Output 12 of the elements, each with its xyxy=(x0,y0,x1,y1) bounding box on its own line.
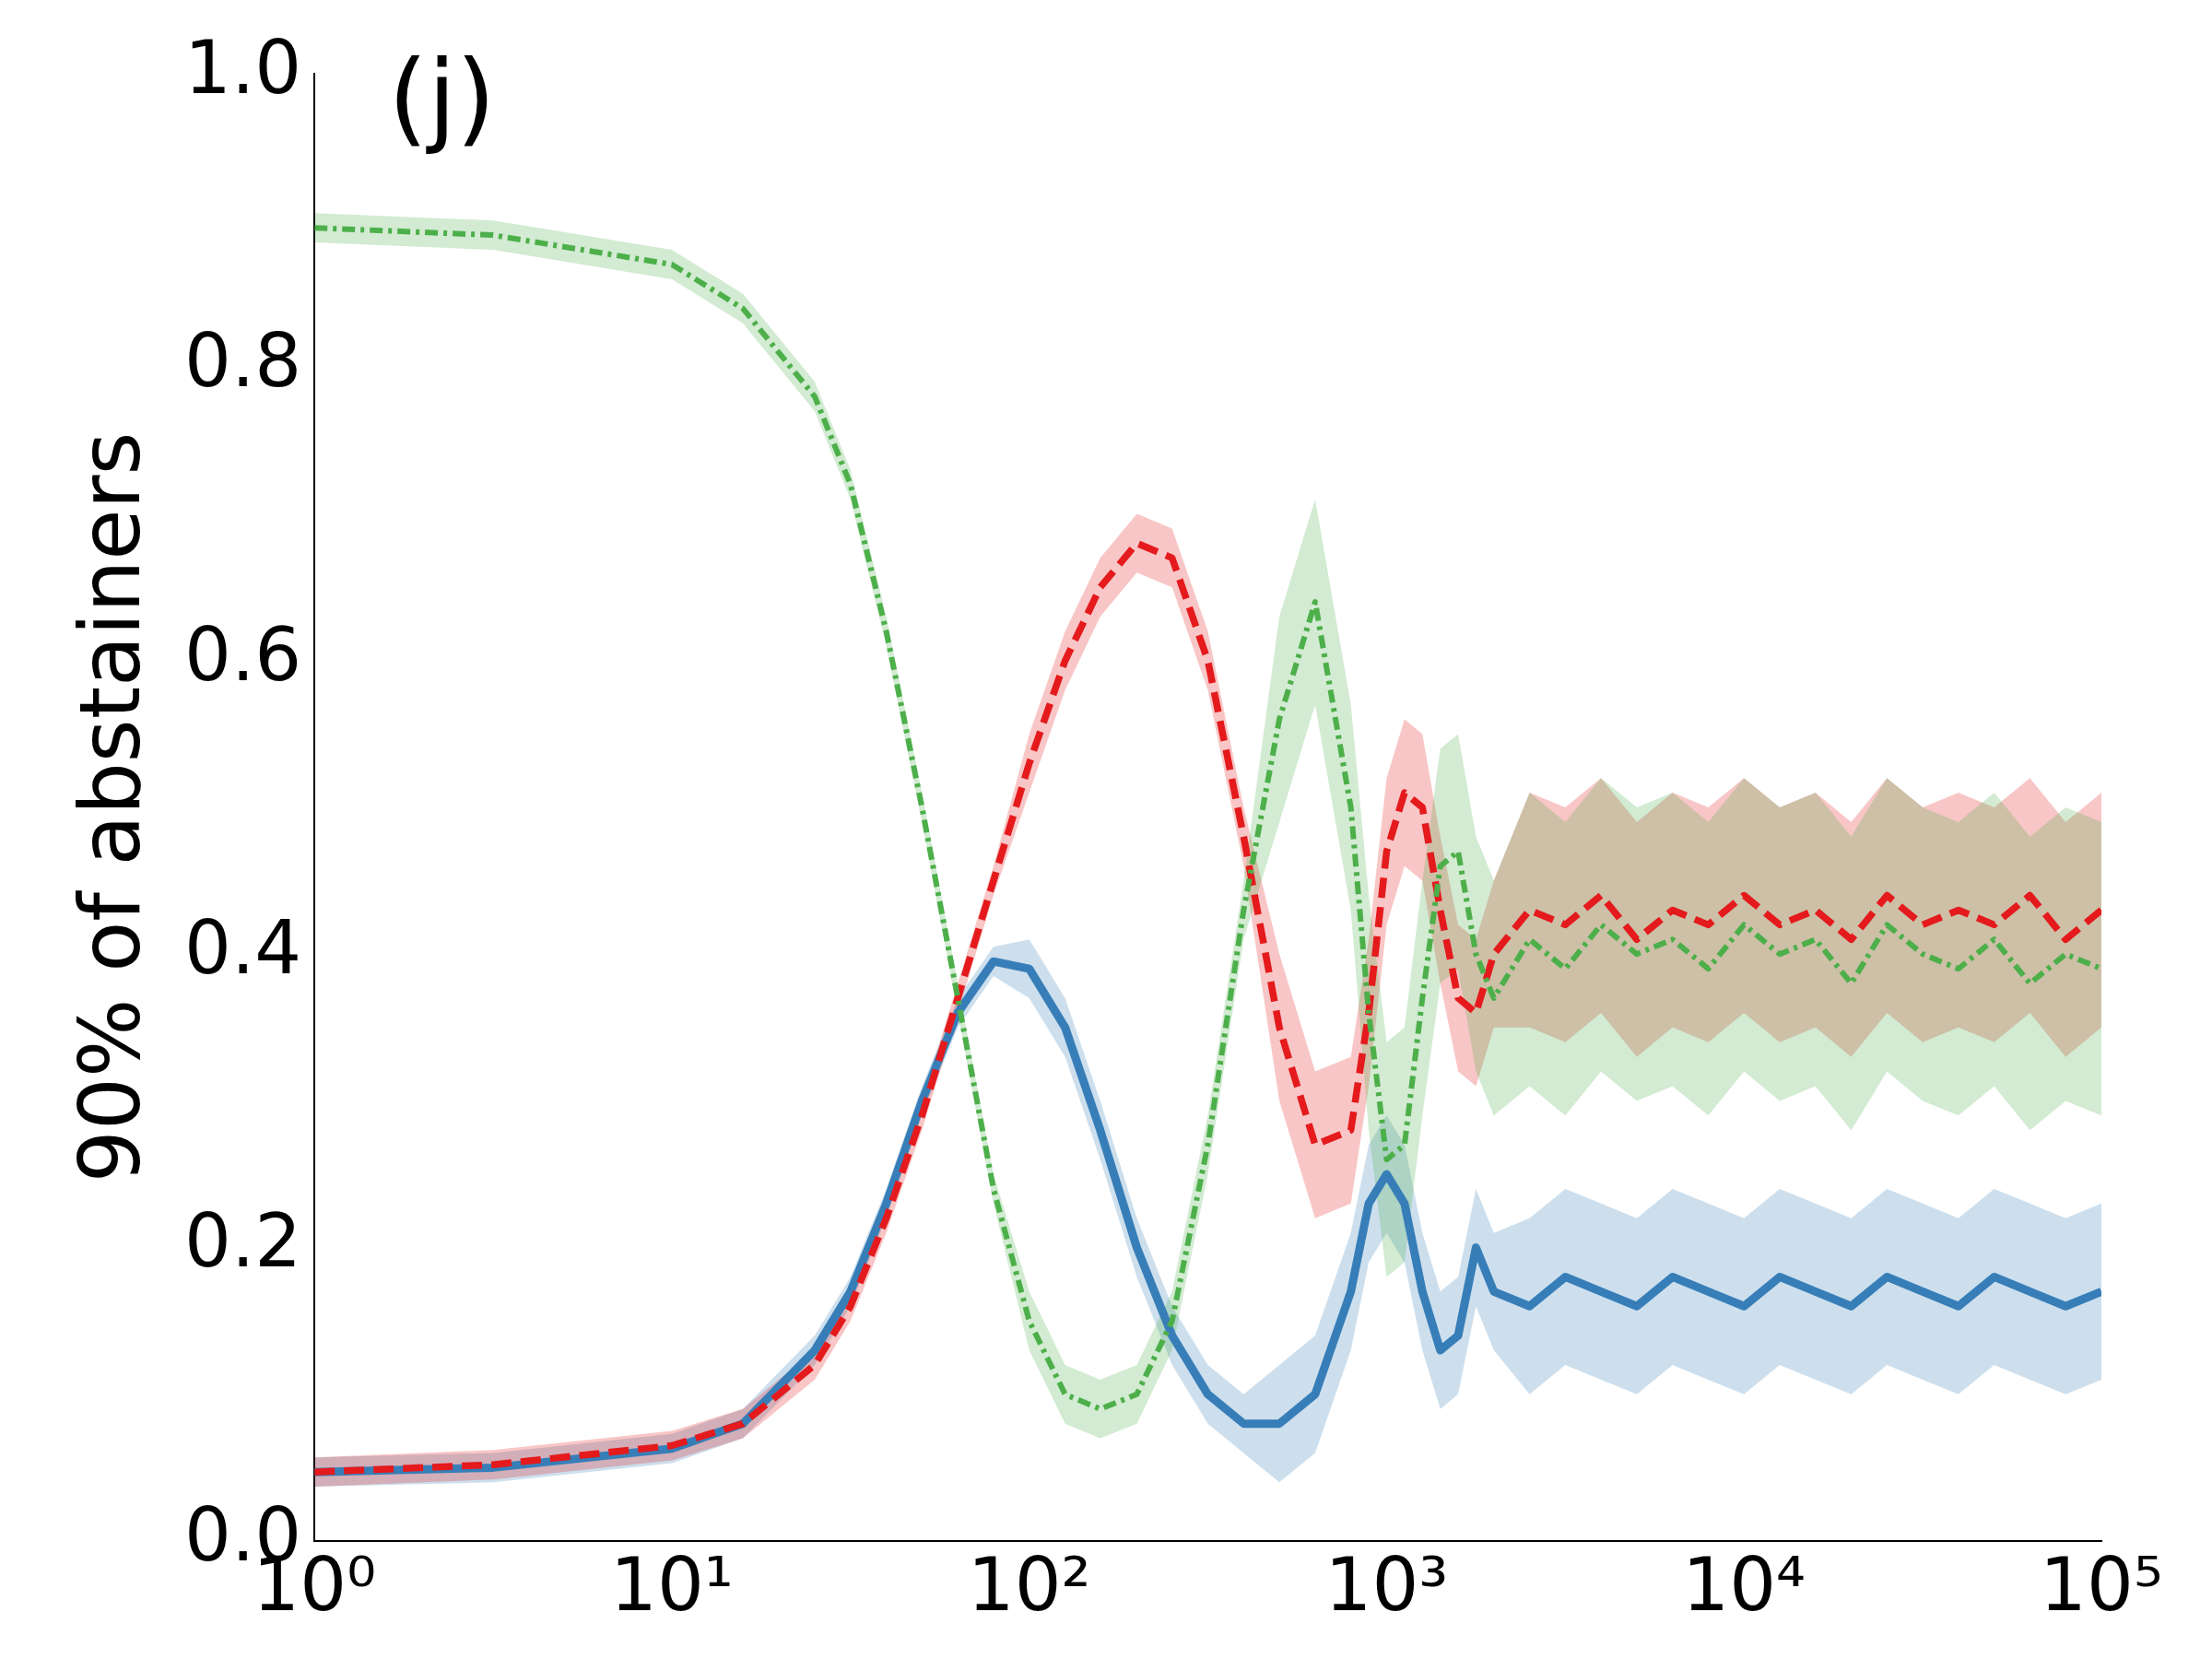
y-tick-label: 0.4 xyxy=(183,904,302,991)
y-tick-label: 0.6 xyxy=(183,611,302,698)
x-tick-label: 10⁵ xyxy=(2040,1541,2163,1628)
y-tick-label: 1.0 xyxy=(183,24,302,111)
annotation: (j) xyxy=(388,38,496,157)
x-tick-label: 10³ xyxy=(1324,1541,1449,1628)
y-tick-label: 0.8 xyxy=(183,318,302,405)
y-tick-label: 0.2 xyxy=(183,1198,302,1285)
x-tick-label: 10⁴ xyxy=(1682,1541,1806,1628)
x-tick-label: 10² xyxy=(967,1541,1091,1628)
x-tick-label: 10¹ xyxy=(610,1541,734,1628)
y-axis-title: 90% of abstainers xyxy=(62,431,159,1183)
